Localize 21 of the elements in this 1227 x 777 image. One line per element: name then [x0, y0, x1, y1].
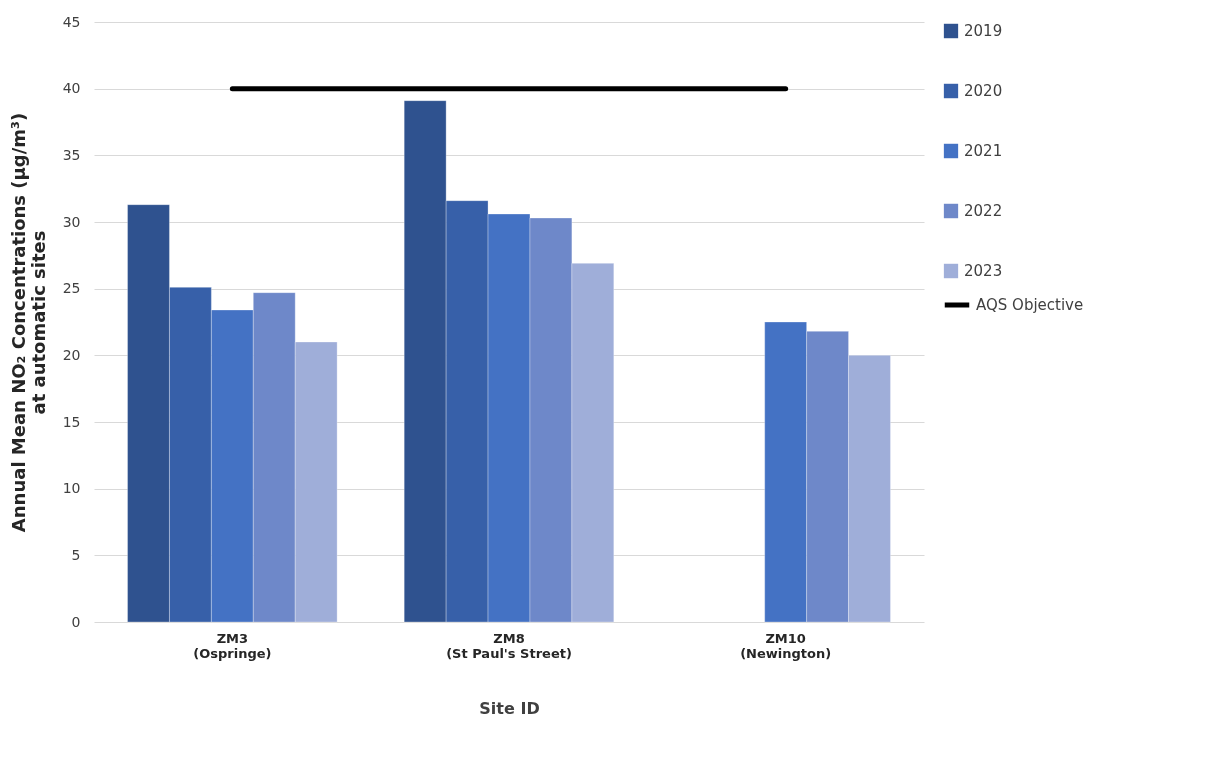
x-tick-label: ZM10 (Newington): [740, 630, 832, 661]
legend-label: 2023: [964, 262, 1003, 280]
y-tick-label: 0: [71, 613, 81, 630]
y-tick-label: 10: [62, 480, 81, 497]
y-tick-label: 45: [62, 13, 81, 30]
y-tick-label: 30: [62, 213, 81, 230]
legend-label: 2019: [964, 22, 1003, 40]
y-tick-label: 40: [62, 80, 81, 97]
legend-label: 2022: [964, 202, 1003, 220]
x-axis-title: Site ID: [479, 698, 540, 718]
legend-label: 2020: [964, 82, 1003, 100]
x-tick-label: ZM8 (St Paul's Street): [446, 630, 572, 661]
legend-label: 2021: [964, 142, 1003, 160]
y-tick-label: 5: [71, 546, 81, 563]
y-axis-title: Annual Mean NO₂ Concentrations (µg/m³) at automatic sites: [7, 112, 49, 533]
legend-label: AQS Objective: [976, 296, 1084, 314]
y-tick-label: 35: [62, 146, 81, 163]
y-tick-label: 15: [62, 413, 81, 430]
y-tick-label: 25: [62, 280, 81, 297]
x-tick-label: ZM3 (Ospringe): [193, 630, 272, 661]
y-tick-label: 20: [62, 346, 81, 363]
